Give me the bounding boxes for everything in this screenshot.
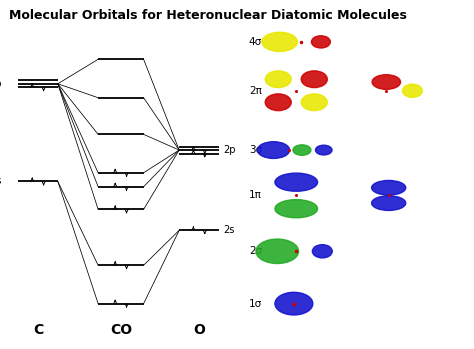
Ellipse shape — [275, 173, 318, 191]
Ellipse shape — [256, 239, 299, 263]
Ellipse shape — [265, 71, 291, 88]
Text: 1π: 1π — [249, 191, 262, 200]
Ellipse shape — [293, 145, 311, 155]
Ellipse shape — [275, 292, 313, 315]
Ellipse shape — [301, 94, 327, 111]
Text: O: O — [193, 323, 205, 337]
Text: C: C — [33, 323, 43, 337]
Ellipse shape — [372, 180, 406, 195]
Ellipse shape — [265, 94, 291, 111]
Text: 2p: 2p — [224, 145, 236, 155]
Ellipse shape — [372, 75, 401, 89]
Text: 2s: 2s — [0, 177, 1, 186]
Text: 2π: 2π — [249, 86, 262, 96]
Ellipse shape — [257, 142, 290, 158]
Ellipse shape — [316, 145, 332, 155]
Text: 2p: 2p — [0, 79, 1, 89]
Text: CO: CO — [110, 323, 132, 337]
Ellipse shape — [301, 71, 327, 88]
Text: 3σ: 3σ — [249, 145, 262, 155]
Ellipse shape — [312, 245, 332, 258]
Ellipse shape — [275, 200, 318, 218]
Ellipse shape — [311, 36, 330, 48]
Ellipse shape — [402, 84, 422, 97]
Text: 1σ: 1σ — [249, 299, 262, 309]
Text: 2s: 2s — [224, 225, 235, 235]
Text: 4σ: 4σ — [249, 37, 262, 47]
Text: 2σ: 2σ — [249, 246, 262, 256]
Ellipse shape — [262, 32, 297, 52]
Text: Molecular Orbitals for Heteronuclear Diatomic Molecules: Molecular Orbitals for Heteronuclear Dia… — [9, 9, 407, 22]
Ellipse shape — [372, 196, 406, 210]
